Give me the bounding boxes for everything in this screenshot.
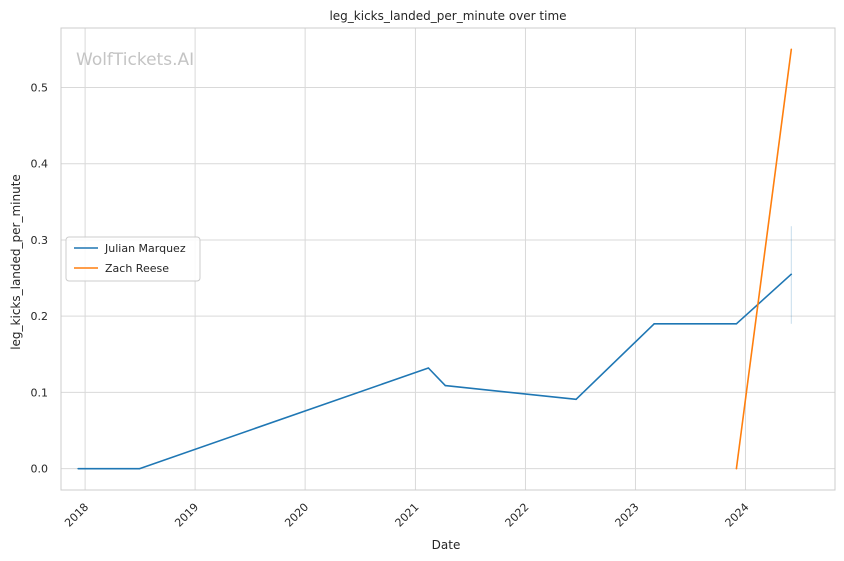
series-line-julian-marquez bbox=[78, 273, 792, 470]
x-axis-label: Date bbox=[432, 538, 461, 552]
legend-label-julian-marquez: Julian Marquez bbox=[104, 242, 186, 255]
data-point-julian-marquez-2 bbox=[427, 367, 430, 369]
y-tick-label-0.3: 0.3 bbox=[31, 234, 49, 247]
data-point-julian-marquez-3 bbox=[444, 384, 447, 387]
data-point-julian-marquez-6 bbox=[735, 323, 738, 325]
series-line-zach-reese bbox=[735, 49, 793, 469]
y-tick-label-0.2: 0.2 bbox=[31, 310, 49, 323]
watermark: WolfTickets.AI bbox=[76, 50, 194, 70]
y-tick-label-0.1: 0.1 bbox=[31, 386, 49, 399]
data-point-zach-reese-1 bbox=[790, 48, 793, 51]
data-point-julian-marquez-4 bbox=[575, 398, 577, 401]
y-axis-ticks: 0.0 0.1 0.2 0.3 0.4 0.5 bbox=[31, 81, 49, 475]
plot-area-frame bbox=[60, 27, 836, 491]
legend: Julian Marquez Zach Reese bbox=[65, 236, 201, 282]
chart-title: leg_kicks_landed_per_minute over time bbox=[329, 9, 566, 23]
y-tick-label-0.4: 0.4 bbox=[31, 158, 49, 171]
data-point-julian-marquez-1 bbox=[138, 467, 141, 470]
y-axis-label: leg_kicks_landed_per_minute bbox=[9, 174, 23, 350]
y-tick-label-0.5: 0.5 bbox=[31, 81, 49, 94]
data-point-julian-marquez-7 bbox=[790, 273, 793, 276]
data-point-julian-marquez-0 bbox=[77, 467, 79, 470]
y-tick-label-0.0: 0.0 bbox=[31, 463, 49, 476]
legend-box bbox=[65, 236, 201, 282]
series-layer bbox=[77, 48, 793, 470]
legend-label-zach-reese: Zach Reese bbox=[105, 262, 169, 275]
data-point-julian-marquez-5 bbox=[653, 323, 655, 325]
data-point-zach-reese-0 bbox=[735, 467, 738, 470]
